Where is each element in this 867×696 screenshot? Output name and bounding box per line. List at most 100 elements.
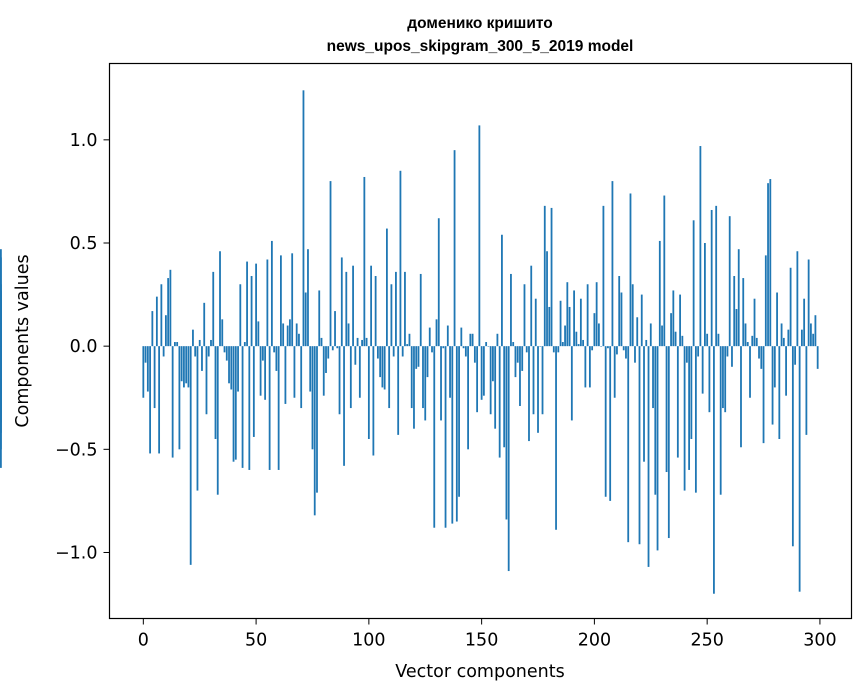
bar-component-4 (151, 311, 154, 347)
bar-component-59 (275, 346, 278, 371)
bar-component-41 (234, 346, 237, 460)
bar-component-40 (232, 346, 235, 462)
bar-component-43 (239, 284, 242, 347)
bar-component-94 (354, 346, 357, 365)
bar-component-21 (189, 346, 192, 565)
bar-component-55 (266, 259, 269, 347)
bar-component-163 (510, 273, 512, 347)
bar-component-45 (243, 342, 246, 347)
bar-component-undefined (0, 323, 2, 347)
bar-component-64 (286, 325, 289, 347)
bar-component-136 (449, 346, 451, 398)
bar-component-288 (791, 346, 794, 547)
bar-component-223 (645, 339, 648, 347)
bar-component-60 (277, 346, 280, 470)
bar-component-109 (388, 346, 391, 409)
bar-component-261 (731, 346, 733, 367)
bar-component-73 (307, 249, 309, 347)
bar-component-204 (602, 205, 605, 347)
bar-component-297 (812, 333, 815, 347)
bar-component-18 (183, 346, 185, 388)
bar-component-218 (634, 346, 636, 363)
bar-component-209 (613, 346, 616, 398)
bar-component-201 (595, 282, 598, 347)
bar-component-167 (519, 346, 521, 406)
bar-component-196 (584, 346, 587, 388)
bar-component-117 (406, 344, 409, 347)
bar-component-221 (640, 294, 643, 347)
bar-component-5 (153, 346, 156, 409)
bar-component-0 (142, 346, 145, 398)
bar-component-56 (268, 346, 271, 470)
bar-component-235 (672, 290, 675, 347)
bar-component-42 (237, 346, 239, 392)
bar-component-256 (719, 346, 722, 495)
y-axis-ticks: −1.0 −0.5 0.0 0.5 1.0 (55, 131, 110, 563)
bar-component-26 (201, 346, 203, 371)
bar-component-281 (776, 292, 778, 347)
bar-component-207 (609, 346, 612, 501)
bar-component-151 (482, 346, 485, 396)
bar-component-202 (598, 323, 600, 347)
bar-component-296 (810, 323, 812, 347)
bar-component-254 (715, 205, 718, 347)
bar-component-276 (764, 255, 767, 347)
bar-component-133 (442, 346, 445, 349)
bar-component-257 (722, 346, 724, 409)
bar-component-47 (248, 346, 251, 470)
bar-component-160 (503, 346, 506, 448)
bar-component-188 (566, 282, 569, 347)
bar-component-153 (487, 346, 490, 347)
bar-component-35 (221, 319, 224, 347)
bar-component-65 (289, 319, 291, 347)
bar-component-183 (555, 346, 557, 530)
bar-component-30 (210, 339, 212, 347)
bar-component-247 (699, 146, 702, 347)
bar-component-120 (413, 346, 415, 429)
bar-component-132 (440, 346, 442, 421)
bar-component-77 (316, 346, 318, 493)
bar-component-14 (174, 342, 176, 347)
bar-component-179 (546, 251, 548, 347)
bar-component-178 (543, 205, 546, 347)
bar-component-149 (478, 125, 481, 347)
bar-component-249 (704, 243, 706, 347)
bar-component-9 (162, 346, 165, 357)
bar-component-61 (280, 255, 282, 347)
bar-component-175 (537, 346, 539, 433)
bar-component-287 (789, 267, 792, 347)
bar-component-181 (550, 207, 553, 347)
bar-component-88 (340, 257, 343, 347)
bar-component-253 (713, 346, 715, 594)
bar-component-49 (252, 346, 255, 437)
bar-component-29 (207, 346, 210, 357)
bar-component-76 (313, 346, 316, 516)
bar-component-100 (367, 346, 370, 439)
bar-component-233 (667, 346, 670, 539)
bar-component-125 (424, 346, 427, 421)
bar-component-147 (473, 346, 476, 363)
bar-component-31 (212, 271, 215, 347)
bar-component-273 (758, 346, 760, 359)
bar-component-70 (300, 346, 303, 409)
bar-component-211 (618, 276, 621, 347)
bar-component-106 (381, 346, 384, 388)
bar-component-155 (492, 346, 494, 382)
bar-component-174 (534, 298, 537, 347)
bar-component-121 (415, 346, 418, 369)
bar-component-79 (320, 337, 323, 347)
bar-component-184 (557, 346, 560, 353)
bar-component-110 (390, 284, 393, 347)
bar-component-267 (744, 323, 747, 347)
bar-component-220 (638, 346, 641, 545)
chart-title: доменико кришито (407, 15, 552, 32)
bar-component-224 (647, 346, 650, 567)
bar-component-undefined (0, 346, 2, 380)
bar-component-54 (264, 346, 267, 400)
bar-component-undefined (0, 346, 2, 423)
bar-component-159 (501, 234, 503, 347)
bar-component-197 (586, 284, 589, 347)
bar-component-259 (726, 346, 729, 357)
bar-component-135 (446, 325, 449, 347)
bar-component-124 (422, 346, 424, 409)
